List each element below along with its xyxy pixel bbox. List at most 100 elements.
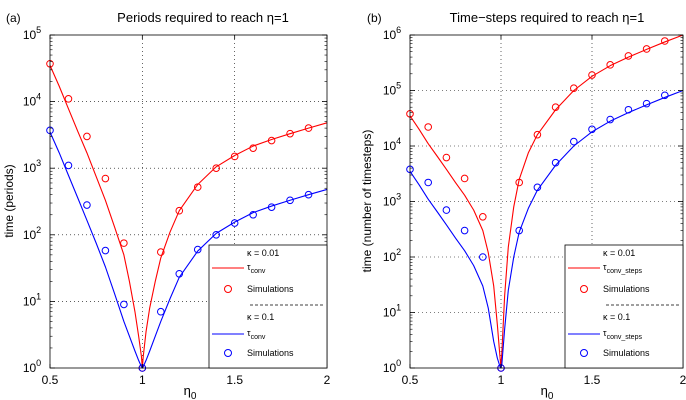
- y-tick-label-a-2: 102: [23, 225, 41, 242]
- legend-b: κ = 0.01 τconv_steps Simulations κ = 0.1…: [564, 244, 684, 369]
- series-point-a-1-8: [193, 183, 202, 191]
- legend-b-marker-swatch-1: [580, 349, 588, 357]
- series-point-b-1-12: [624, 52, 633, 60]
- series-point-a-3-14: [304, 190, 313, 199]
- y-tick-label-a-0: 100: [23, 358, 41, 375]
- y-tick-label-b-4: 104: [383, 136, 401, 153]
- y-tick-label-a-1: 101: [23, 291, 41, 308]
- x-tick-label-a-3: 2: [324, 373, 331, 387]
- y-axis-label-a: time (periods): [2, 164, 16, 237]
- panel-label-a: (a): [6, 11, 21, 25]
- series-point-a-1-4: [120, 239, 128, 247]
- series-point-b-3-11: [606, 115, 615, 124]
- series-point-b-3-10: [588, 125, 596, 134]
- chart-panel-b: (b) Time−steps required to reach η=1 0.5…: [360, 10, 686, 400]
- series-point-a-3-8: [193, 245, 202, 254]
- legend-a-header-1: κ = 0.1: [247, 312, 274, 322]
- grid-b: [410, 35, 683, 368]
- legend-a-marker-label-1: Simulations: [247, 348, 294, 358]
- legend-a-line-label-0: τconv: [247, 262, 266, 275]
- series-point-b-3-9: [570, 137, 578, 146]
- legend-a-marker-swatch-0: [224, 285, 232, 293]
- series-point-a-1-7: [175, 206, 184, 215]
- series-point-a-1-1: [64, 95, 73, 103]
- series-point-a-1-13: [286, 129, 294, 138]
- series-point-b-3-14: [661, 91, 669, 100]
- x-axis-label-main-a: η: [184, 383, 191, 398]
- series-point-a-1-12: [267, 136, 276, 145]
- legend-a-marker-label-0: Simulations: [247, 284, 294, 294]
- series-point-b-1-1: [424, 123, 433, 131]
- series-line-b-2: [409, 89, 684, 369]
- series-point-a-3-13: [286, 196, 294, 205]
- y-tick-label-a-4: 104: [23, 92, 41, 109]
- panel-label-b: (b): [367, 11, 382, 25]
- series-point-a-3-6: [157, 307, 165, 316]
- legend-a-header-0: κ = 0.01: [247, 248, 279, 258]
- x-tick-label-a-2: 1.5: [226, 373, 243, 387]
- plot-frame-a: [49, 34, 328, 369]
- series-point-a-3-1: [64, 161, 73, 170]
- chart-panel-a: (a) Periods required to reach η=1 0.5 1 1.…: [2, 10, 331, 400]
- series-point-b-1-9: [570, 84, 578, 93]
- series-point-a-3-2: [83, 201, 91, 209]
- series-point-a-1-9: [212, 164, 220, 172]
- series-line-a-2: [49, 131, 328, 369]
- y-tick-label-b-3: 103: [383, 192, 401, 209]
- series-point-b-1-10: [588, 71, 596, 79]
- series-point-a-3-7: [175, 269, 184, 278]
- series-point-b-3-2: [442, 206, 451, 214]
- series-point-b-1-8: [551, 103, 560, 112]
- series-point-b-1-3: [460, 174, 469, 183]
- series-point-b-3-3: [460, 226, 469, 235]
- chart-title-b: Time−steps required to reach η=1: [450, 10, 645, 25]
- series-point-a-3-9: [212, 231, 220, 239]
- legend-b-header-0: κ = 0.01: [603, 248, 635, 258]
- plot-series-b: [406, 34, 684, 372]
- x-axis-label-a: η0: [184, 383, 197, 400]
- series-point-a-3-10: [230, 219, 239, 227]
- legend-box-a: [208, 244, 328, 369]
- series-point-a-1-11: [249, 144, 257, 152]
- series-point-b-1-4: [479, 213, 487, 221]
- y-tick-label-a-5: 105: [23, 25, 41, 42]
- series-point-b-3-13: [642, 99, 651, 108]
- y-tick-label-b-5: 105: [383, 81, 401, 98]
- series-point-b-1-6: [515, 178, 524, 187]
- x-tick-label-b-1: 1: [498, 373, 505, 387]
- legend-b-marker-label-1: Simulations: [603, 348, 650, 358]
- series-point-b-3-12: [624, 105, 633, 114]
- legend-b-line-label-0: τconv_steps: [603, 262, 642, 275]
- series-point-b-1-14: [661, 37, 669, 45]
- axis-ticks-b: 0.5 1 1.5 2 100 101 102 103 104 105 106: [383, 25, 686, 387]
- y-tick-label-a-3: 103: [23, 158, 41, 175]
- x-tick-label-a-1: 1: [139, 373, 146, 387]
- legend-a: κ = 0.01 τconv Simulations κ = 0.1 τconv…: [208, 244, 328, 369]
- legend-b-header-1: κ = 0.1: [603, 312, 630, 322]
- series-point-a-1-10: [230, 152, 239, 161]
- series-point-a-1-6: [157, 248, 165, 256]
- series-point-b-1-13: [642, 45, 651, 53]
- series-point-a-3-4: [120, 300, 128, 309]
- legend-a-marker-swatch-1: [224, 349, 232, 357]
- series-point-b-1-11: [606, 61, 615, 69]
- series-point-b-3-8: [551, 158, 560, 167]
- series-line-b-0: [409, 34, 684, 369]
- y-tick-label-b-1: 101: [383, 303, 401, 320]
- legend-b-line-label-1: τconv_steps: [603, 328, 642, 341]
- y-axis-label-b: time (number of timesteps): [360, 130, 374, 273]
- series-point-a-3-11: [249, 210, 257, 219]
- x-axis-label-main-b: η: [541, 383, 548, 398]
- series-line-a-0: [49, 65, 328, 369]
- chart-title-a: Periods required to reach η=1: [117, 10, 289, 25]
- x-tick-label-b-2: 1.5: [584, 373, 601, 387]
- legend-a-line-label-1: τconv: [247, 328, 266, 341]
- y-tick-label-b-6: 106: [383, 25, 401, 42]
- axis-ticks-a: 0.5 1 1.5 2 100 101 102 103 104 105: [23, 25, 331, 387]
- series-point-a-1-2: [83, 132, 91, 141]
- series-point-b-1-7: [533, 130, 542, 139]
- series-point-b-3-7: [533, 183, 542, 192]
- y-tick-label-b-0: 100: [383, 358, 401, 375]
- series-point-b-3-1: [424, 178, 433, 187]
